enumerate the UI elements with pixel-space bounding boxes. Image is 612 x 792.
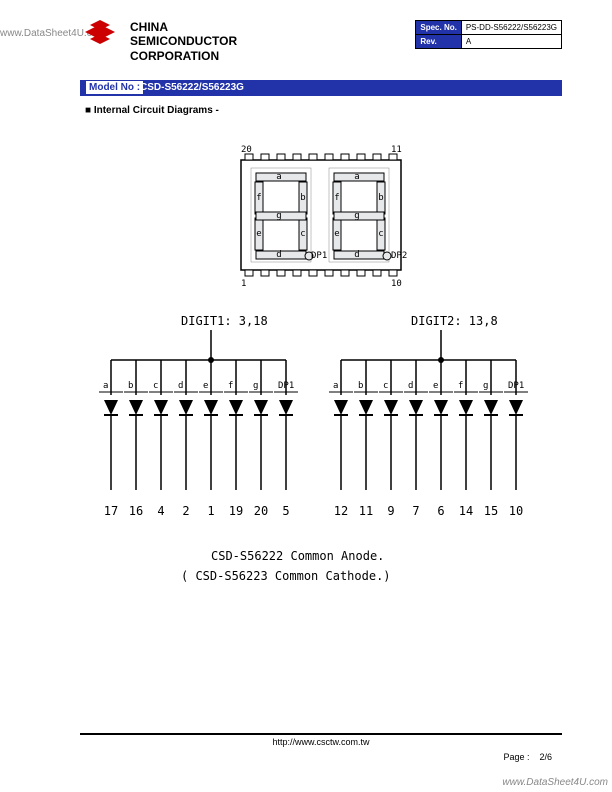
model-no-value: CSD-S56222/S56223G	[140, 80, 244, 96]
diagram-area: 20 11 1 10 a b c d e f g	[80, 140, 562, 712]
section-title: Internal Circuit Diagrams -	[85, 105, 219, 116]
rev-value: A	[461, 35, 561, 49]
spec-no-value: PS-DD-S56222/S56223G	[461, 21, 561, 35]
svg-text:5: 5	[282, 504, 289, 518]
svg-text:12: 12	[334, 504, 348, 518]
svg-text:g: g	[276, 211, 281, 221]
page-value: 2/6	[539, 752, 552, 762]
digit1-circuit: a 17 b 16 c 4 d 2 e 1 f 19 g 20 DP1 5	[99, 330, 298, 518]
svg-text:c: c	[378, 229, 383, 239]
circuit-schematic: DIGIT1: 3,18 DIGIT2: 13,8 a 17 b 16 c 4 d 2 e 1 f 1…	[91, 310, 551, 590]
pin-11: 11	[391, 145, 402, 155]
svg-text:b: b	[128, 381, 133, 391]
company-line2: SEMICONDUCTOR	[130, 34, 237, 48]
svg-text:DP2: DP2	[391, 251, 407, 261]
svg-text:7: 7	[412, 504, 419, 518]
svg-text:a: a	[276, 172, 281, 182]
svg-text:d: d	[276, 250, 281, 260]
svg-text:b: b	[300, 193, 305, 203]
svg-text:11: 11	[359, 504, 373, 518]
svg-text:16: 16	[129, 504, 143, 518]
company-line1: CHINA	[130, 20, 237, 34]
spec-table: Spec. No. PS-DD-S56222/S56223G Rev. A	[415, 20, 562, 49]
digit-1: a b c d e f g	[251, 168, 313, 262]
svg-text:g: g	[253, 381, 258, 391]
digit1-label: DIGIT1: 3,18	[181, 314, 268, 328]
svg-text:e: e	[433, 381, 438, 391]
svg-text:DP1: DP1	[508, 381, 524, 391]
svg-text:a: a	[354, 172, 359, 182]
rev-label: Rev.	[416, 35, 461, 49]
svg-text:b: b	[378, 193, 383, 203]
svg-text:10: 10	[509, 504, 523, 518]
page: www.DataSheet4U.com www.DataSheet4U.com …	[0, 0, 612, 792]
footer: http://www.csctw.com.tw	[80, 733, 562, 747]
digit-2: a b c d e f g	[329, 168, 391, 262]
svg-text:e: e	[334, 229, 339, 239]
svg-text:f: f	[256, 193, 261, 203]
footer-url: http://www.csctw.com.tw	[272, 737, 369, 747]
svg-text:e: e	[203, 381, 208, 391]
company-name: CHINA SEMICONDUCTOR CORPORATION	[130, 20, 237, 63]
svg-text:e: e	[256, 229, 261, 239]
pin-1: 1	[241, 279, 246, 289]
svg-text:15: 15	[484, 504, 498, 518]
svg-text:1: 1	[207, 504, 214, 518]
digit2-label: DIGIT2: 13,8	[411, 314, 498, 328]
svg-text:a: a	[333, 381, 338, 391]
digit2-circuit: a 12 b 11 c 9 d 7 e 6 f 14 g 15 DP1 10	[329, 330, 528, 518]
svg-text:c: c	[153, 381, 158, 391]
page-number: Page : 2/6	[503, 752, 552, 762]
svg-text:d: d	[408, 381, 413, 391]
svg-text:b: b	[358, 381, 363, 391]
svg-text:2: 2	[182, 504, 189, 518]
svg-text:4: 4	[157, 504, 164, 518]
svg-text:f: f	[458, 381, 463, 391]
svg-text:a: a	[103, 381, 108, 391]
svg-text:g: g	[354, 211, 359, 221]
svg-text:d: d	[354, 250, 359, 260]
svg-text:14: 14	[459, 504, 473, 518]
page-label: Page :	[503, 752, 529, 762]
svg-text:9: 9	[387, 504, 394, 518]
svg-text:20: 20	[254, 504, 268, 518]
spec-no-label: Spec. No.	[416, 21, 461, 35]
svg-text:d: d	[178, 381, 183, 391]
company-logo-icon	[80, 20, 120, 50]
header: CHINA SEMICONDUCTOR CORPORATION Spec. No…	[80, 20, 562, 63]
pin-20: 20	[241, 145, 252, 155]
svg-text:g: g	[483, 381, 488, 391]
svg-text:f: f	[228, 381, 233, 391]
note-cathode: ( CSD-S56223 Common Cathode.)	[181, 569, 391, 583]
note-anode: CSD-S56222 Common Anode.	[211, 549, 384, 563]
company-line3: CORPORATION	[130, 49, 237, 63]
svg-text:f: f	[334, 193, 339, 203]
svg-text:6: 6	[437, 504, 444, 518]
svg-text:17: 17	[104, 504, 118, 518]
svg-text:c: c	[300, 229, 305, 239]
watermark-bottom-right: www.DataSheet4U.com	[502, 777, 608, 788]
model-no-label: Model No :	[85, 80, 144, 95]
svg-text:19: 19	[229, 504, 243, 518]
display-package-diagram: 20 11 1 10 a b c d e f g	[211, 140, 431, 290]
svg-text:DP1: DP1	[278, 381, 294, 391]
pin-10: 10	[391, 279, 402, 289]
svg-text:c: c	[383, 381, 388, 391]
svg-text:DP1: DP1	[311, 251, 327, 261]
